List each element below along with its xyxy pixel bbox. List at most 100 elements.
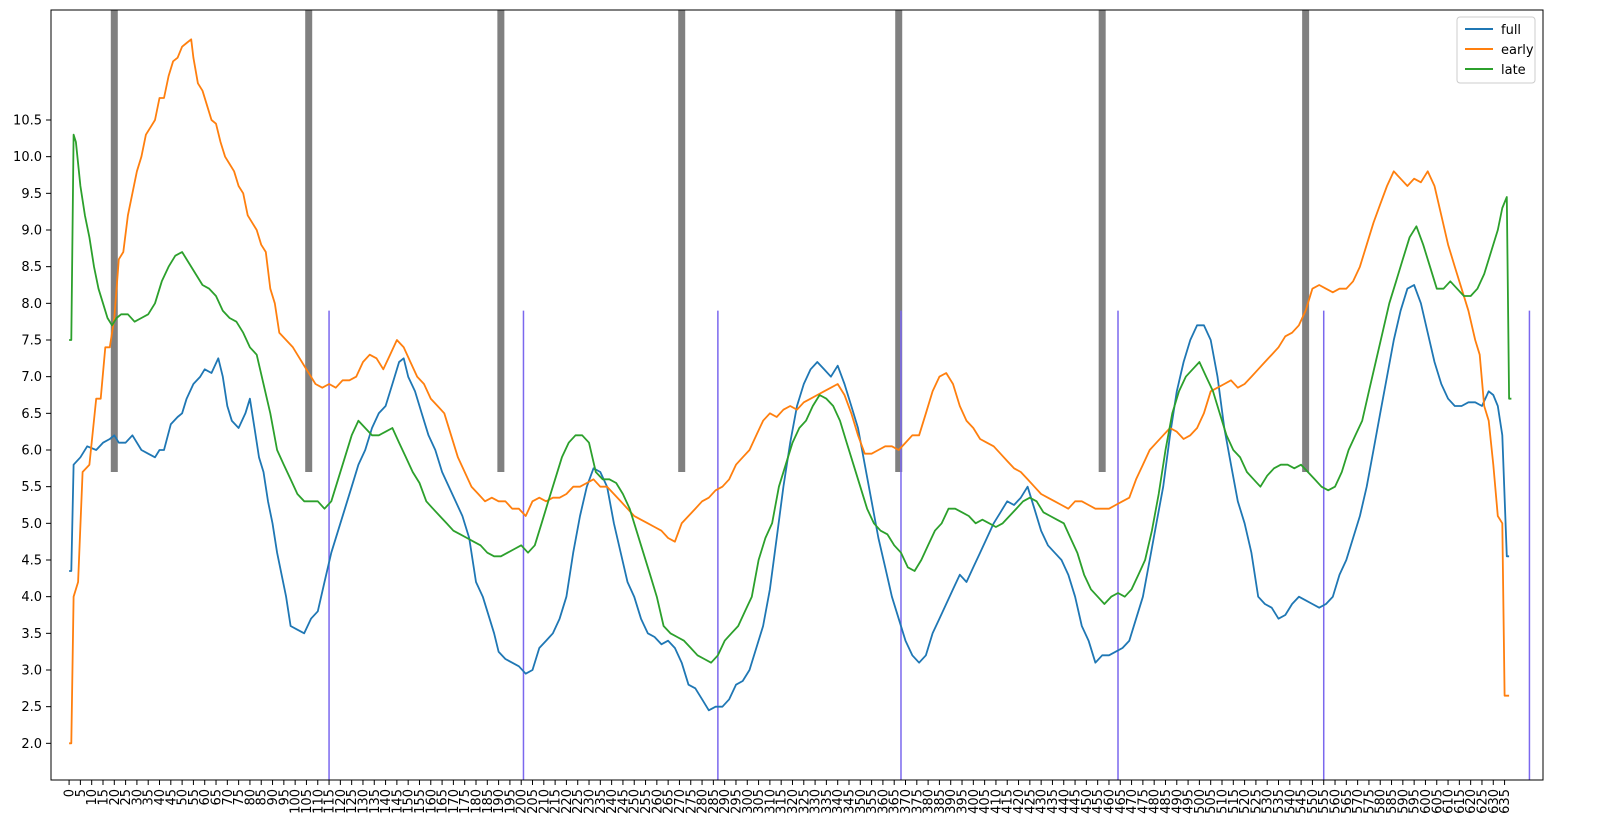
x-tick-label: 355 xyxy=(865,789,880,814)
x-tick-label: 30 xyxy=(130,789,145,806)
x-tick-label: 540 xyxy=(1283,789,1298,814)
series-line-full xyxy=(69,284,1510,712)
x-tick-label: 275 xyxy=(684,789,699,814)
x-tick-label: 125 xyxy=(345,789,360,814)
x-tick-label: 405 xyxy=(978,789,993,814)
x-tick-label: 260 xyxy=(650,789,665,814)
x-tick-label: 435 xyxy=(1046,789,1061,814)
y-tick-label: 7.0 xyxy=(21,370,42,385)
x-tick-label: 40 xyxy=(153,789,168,806)
x-tick-label: 570 xyxy=(1351,789,1366,814)
x-tick-label: 180 xyxy=(469,789,484,814)
x-tick-label: 210 xyxy=(537,789,552,814)
x-tick-label: 345 xyxy=(842,789,857,814)
x-tick-label: 195 xyxy=(503,789,518,814)
x-tick-label: 380 xyxy=(922,789,937,814)
x-tick-label: 495 xyxy=(1182,789,1197,814)
x-tick-label: 605 xyxy=(1430,789,1445,814)
series-lines xyxy=(69,38,1512,745)
x-tick-label: 295 xyxy=(729,789,744,814)
x-tick-label: 160 xyxy=(424,789,439,814)
x-tick-label: 620 xyxy=(1464,789,1479,814)
x-tick-label: 45 xyxy=(164,789,179,806)
x-tick-label: 85 xyxy=(255,789,270,806)
x-tick-label: 115 xyxy=(323,789,338,814)
x-tick-label: 420 xyxy=(1012,789,1027,814)
x-tick-label: 440 xyxy=(1057,789,1072,814)
y-tick-label: 3.0 xyxy=(21,664,42,679)
x-tick-label: 550 xyxy=(1306,789,1321,814)
x-tick-label: 80 xyxy=(243,789,258,806)
y-tick-label: 8.0 xyxy=(21,297,42,312)
x-tick-label: 95 xyxy=(277,789,292,806)
x-tick-label: 375 xyxy=(910,789,925,814)
x-tick-label: 90 xyxy=(266,789,281,806)
x-tick-label: 485 xyxy=(1159,789,1174,814)
x-tick-label: 395 xyxy=(956,789,971,814)
x-tick-label: 100 xyxy=(289,789,304,814)
blue-vertical-lines xyxy=(328,310,1531,780)
x-tick-label: 530 xyxy=(1261,789,1276,814)
x-tick-label: 480 xyxy=(1148,789,1163,814)
legend-label-full: full xyxy=(1501,23,1521,38)
y-tick-label: 3.5 xyxy=(21,627,42,642)
y-tick-label: 9.5 xyxy=(21,187,42,202)
x-tick-label: 315 xyxy=(775,789,790,814)
legend-label-early: early xyxy=(1501,43,1534,58)
x-tick-label: 245 xyxy=(616,789,631,814)
y-tick-label: 5.5 xyxy=(21,480,42,495)
x-tick-label: 265 xyxy=(662,789,677,814)
x-tick-label: 280 xyxy=(696,789,711,814)
x-tick-label: 455 xyxy=(1091,789,1106,814)
x-tick-label: 20 xyxy=(108,789,123,806)
x-tick-label: 580 xyxy=(1374,789,1389,814)
x-tick-label: 330 xyxy=(809,789,824,814)
x-tick-label: 320 xyxy=(786,789,801,814)
y-tick-label: 9.0 xyxy=(21,224,42,239)
x-tick-label: 285 xyxy=(707,789,722,814)
x-tick-label: 75 xyxy=(232,789,247,806)
x-tick-label: 120 xyxy=(334,789,349,814)
gray-band-0 xyxy=(110,10,118,472)
x-tick-label: 390 xyxy=(944,789,959,814)
x-tick-label: 270 xyxy=(673,789,688,814)
x-tick-label: 445 xyxy=(1069,789,1084,814)
y-tick-label: 6.5 xyxy=(21,407,42,422)
x-tick-label: 230 xyxy=(583,789,598,814)
x-tick-label: 635 xyxy=(1498,789,1513,814)
y-tick-label: 4.5 xyxy=(21,554,42,569)
x-tick-label: 515 xyxy=(1227,789,1242,814)
x-tick-label: 305 xyxy=(752,789,767,814)
x-tick-label: 510 xyxy=(1215,789,1230,814)
x-tick-label: 35 xyxy=(142,789,157,806)
gray-band-6 xyxy=(1302,10,1310,472)
x-tick-label: 0 xyxy=(63,789,78,797)
x-tick-label: 555 xyxy=(1317,789,1332,814)
x-tick-label: 590 xyxy=(1396,789,1411,814)
x-tick-label: 415 xyxy=(1001,789,1016,814)
x-tick-label: 525 xyxy=(1249,789,1264,814)
gray-band-2 xyxy=(497,10,505,472)
x-tick-label: 370 xyxy=(899,789,914,814)
x-tick-label: 300 xyxy=(741,789,756,814)
x-tick-label: 200 xyxy=(515,789,530,814)
x-tick-label: 575 xyxy=(1362,789,1377,814)
x-tick-label: 535 xyxy=(1272,789,1287,814)
x-tick-label: 65 xyxy=(210,789,225,806)
gray-band-3 xyxy=(678,10,686,472)
x-tick-label: 165 xyxy=(436,789,451,814)
gray-bands xyxy=(110,10,1310,472)
gray-band-5 xyxy=(1098,10,1106,472)
x-tick-label: 385 xyxy=(933,789,948,814)
y-tick-label: 7.5 xyxy=(21,334,42,349)
x-tick-label: 225 xyxy=(571,789,586,814)
x-tick-label: 565 xyxy=(1340,789,1355,814)
series-line-early xyxy=(69,38,1510,745)
x-tick-label: 560 xyxy=(1329,789,1344,814)
x-tick-label: 585 xyxy=(1385,789,1400,814)
x-tick-label: 140 xyxy=(379,789,394,814)
x-tick-label: 235 xyxy=(594,789,609,814)
x-tick-label: 450 xyxy=(1080,789,1095,814)
x-tick-label: 475 xyxy=(1136,789,1151,814)
